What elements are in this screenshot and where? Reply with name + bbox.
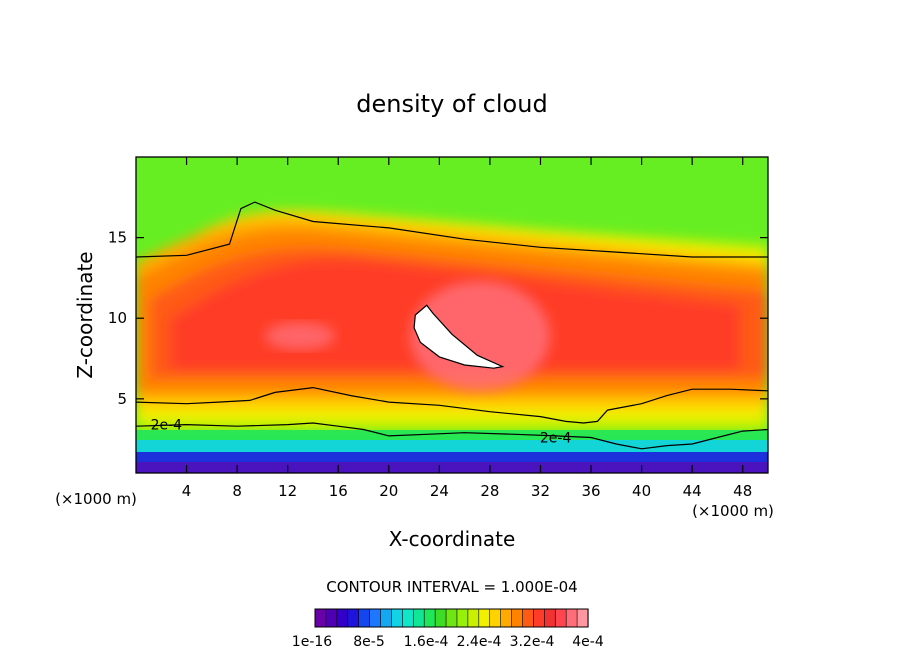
colorbar-swatch (380, 608, 393, 628)
x-axis-label: X-coordinate (389, 527, 516, 551)
colorbar-swatch (522, 608, 534, 628)
x-tick-label: 48 (733, 482, 752, 500)
colorbar-swatch (467, 608, 480, 628)
colorbar-swatch (533, 608, 545, 628)
colorbar-tick-label: 2.4e-4 (457, 634, 502, 650)
colorbar-swatch (336, 608, 349, 628)
x-tick-label: 32 (531, 482, 550, 500)
colorbar-swatch (423, 608, 436, 628)
contour-label: 2e-4 (151, 418, 183, 434)
colorbar-swatch (402, 608, 414, 628)
colorbar-swatch (412, 608, 425, 628)
colorbar-swatch (565, 608, 578, 628)
contour-labels: 2e-4 2e-4 (151, 418, 572, 447)
contour-label: 2e-4 (540, 431, 572, 447)
colorbar-labels: 1e-16 8e-5 1.6e-4 2.4e-4 3.2e-4 4e-4 (292, 634, 604, 650)
x-axis: 4 8 12 16 20 24 28 32 36 40 44 48 (182, 157, 752, 500)
y-axis-label: Z-coordinate (73, 251, 97, 378)
colorbar-swatch (500, 608, 513, 628)
y-axis: 5 10 15 (108, 229, 768, 408)
colorbar-swatch (445, 608, 458, 628)
colorbar-swatch (314, 608, 327, 628)
x-tick-label: 8 (232, 482, 242, 500)
contour-line-bottom (136, 422, 768, 450)
x-tick-label: 36 (581, 482, 600, 500)
colorbar-swatch (347, 608, 360, 628)
x-tick-label: 40 (632, 482, 651, 500)
colorbar-tick-label: 4e-4 (572, 634, 604, 650)
plot-frame (135, 156, 769, 474)
contour-field (136, 157, 768, 473)
x-tick-label: 24 (430, 482, 449, 500)
colorbar-swatch (544, 608, 556, 628)
colorbar-frame (314, 608, 589, 628)
y-tick-label: 10 (108, 309, 127, 327)
contour-interval-text: CONTOUR INTERVAL = 1.000E-04 (326, 578, 577, 596)
x-tick-label: 16 (329, 482, 348, 500)
x-tick-label: 12 (278, 482, 297, 500)
x-tick-label: 44 (683, 482, 702, 500)
colorbar-tick-label: 1e-16 (292, 634, 332, 650)
contour-line-upper (136, 201, 768, 258)
colorbar-swatch (325, 608, 338, 628)
colorbar-tick-label: 3.2e-4 (510, 634, 555, 650)
colorbar-swatch (489, 608, 502, 628)
colorbar (314, 608, 589, 628)
y-tick-label: 15 (108, 229, 127, 247)
colorbar-swatch (369, 608, 382, 628)
x-tick-label: 20 (379, 482, 398, 500)
x-tick-label: 4 (182, 482, 192, 500)
colorbar-swatch (358, 608, 371, 628)
colorbar-tick-label: 8e-5 (353, 634, 384, 650)
colorbar-swatch (434, 608, 447, 628)
colorbar-swatch (391, 608, 403, 628)
x-unit-right: (×1000 m) (692, 502, 774, 520)
max-density-core (413, 304, 505, 369)
colorbar-swatch (511, 608, 524, 628)
colorbar-swatch (456, 608, 469, 628)
y-tick-label: 5 (117, 390, 127, 408)
colorbar-tick-label: 1.6e-4 (404, 634, 449, 650)
chart-title: density of cloud (356, 90, 547, 118)
colorbar-swatch (478, 608, 491, 628)
contour-line-lower (136, 386, 768, 424)
x-tick-label: 28 (480, 482, 499, 500)
colorbar-swatch (554, 608, 567, 628)
colorbar-swatch (576, 608, 589, 628)
x-unit-left: (×1000 m) (55, 490, 137, 508)
